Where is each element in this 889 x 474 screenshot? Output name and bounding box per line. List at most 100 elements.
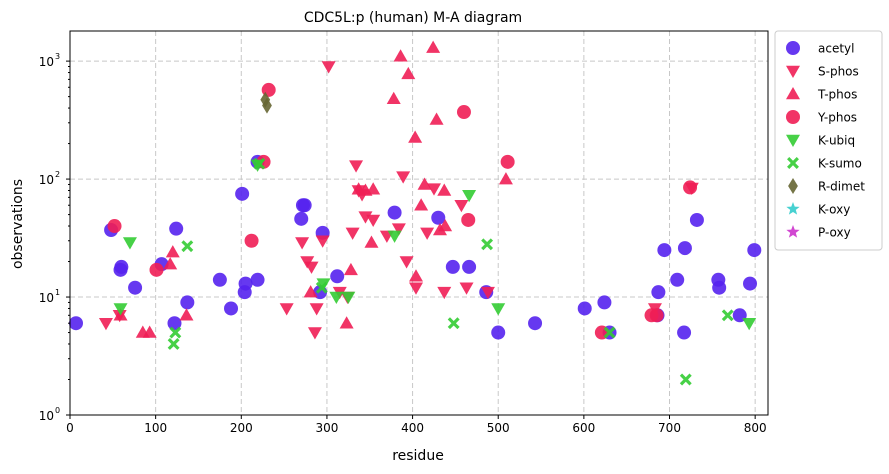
- data-point: [417, 177, 432, 190]
- data-point: [500, 154, 515, 169]
- data-point: [304, 261, 319, 274]
- data-point: [235, 186, 250, 201]
- data-point: [364, 235, 379, 248]
- data-point: [366, 214, 381, 227]
- data-point: [721, 309, 734, 322]
- x-axis-label: residue: [392, 448, 444, 464]
- data-point: [657, 243, 672, 258]
- data-point: [224, 301, 239, 316]
- data-point: [294, 211, 309, 226]
- data-point: [122, 237, 137, 250]
- data-point: [679, 373, 692, 386]
- data-point: [303, 285, 318, 298]
- data-point: [399, 256, 414, 269]
- data-point: [238, 276, 253, 291]
- legend-marker: [786, 110, 800, 124]
- data-point: [343, 262, 358, 276]
- series-t-phos: [113, 40, 513, 338]
- data-point: [743, 276, 758, 291]
- data-point: [393, 49, 408, 62]
- data-point: [396, 171, 411, 184]
- data-points: [68, 40, 762, 386]
- data-point: [212, 272, 227, 287]
- data-point: [456, 105, 471, 120]
- data-point: [742, 317, 757, 331]
- data-point: [163, 257, 178, 270]
- data-point: [98, 317, 113, 331]
- data-point: [113, 303, 128, 316]
- data-point: [408, 130, 423, 143]
- data-point: [339, 316, 354, 329]
- data-point: [689, 212, 704, 227]
- data-point: [445, 259, 460, 274]
- legend-label: S-phos: [818, 65, 859, 79]
- data-point: [409, 282, 424, 295]
- y-tick-exponent: 3: [55, 52, 60, 61]
- data-point: [426, 183, 441, 196]
- data-point: [179, 308, 194, 321]
- legend-label: K-ubiq: [818, 134, 855, 148]
- data-point: [491, 303, 506, 316]
- data-point: [165, 245, 180, 258]
- data-point: [181, 240, 194, 253]
- data-point: [307, 327, 322, 340]
- data-point: [461, 212, 476, 227]
- data-point: [677, 325, 692, 340]
- data-point: [747, 243, 762, 258]
- x-tick-label: 700: [658, 421, 681, 435]
- x-tick-label: 400: [401, 421, 424, 435]
- legend-label: R-dimet: [818, 180, 865, 194]
- legend-marker: [786, 225, 800, 238]
- data-point: [597, 295, 612, 310]
- x-tick-label: 0: [66, 421, 74, 435]
- data-point: [420, 227, 435, 240]
- data-point: [262, 97, 272, 114]
- y-tick-label: 10: [39, 291, 54, 305]
- data-point: [462, 189, 477, 203]
- data-point: [480, 286, 495, 300]
- y-tick-label: 10: [39, 55, 54, 69]
- legend-label: K-oxy: [818, 203, 850, 217]
- legend-marker: [786, 65, 800, 78]
- data-point: [603, 326, 616, 339]
- data-point: [387, 230, 402, 243]
- data-point: [649, 308, 664, 323]
- data-point: [712, 280, 727, 295]
- data-point: [169, 221, 184, 236]
- x-tick-label: 500: [487, 421, 510, 435]
- data-point: [391, 223, 406, 236]
- data-point: [341, 291, 356, 305]
- data-point: [577, 301, 592, 316]
- y-tick-label: 10: [39, 173, 54, 187]
- data-point: [491, 325, 506, 340]
- data-point: [279, 303, 294, 316]
- y-tick-exponent: 0: [55, 406, 60, 415]
- legend-marker: [787, 157, 799, 169]
- data-point: [68, 316, 83, 331]
- data-point: [387, 205, 402, 220]
- legend-marker: [788, 177, 798, 195]
- y-tick-label: 10: [39, 409, 54, 423]
- data-point: [330, 269, 345, 284]
- data-point: [386, 91, 401, 104]
- series-r-dimet: [260, 91, 272, 114]
- x-tick-label: 600: [572, 421, 595, 435]
- data-point: [481, 238, 494, 251]
- legend: acetyl S-phos T-phos Y-phos K-ubiq K-sumo R-di…: [774, 30, 883, 251]
- legend-label: K-sumo: [818, 157, 862, 171]
- data-point: [447, 317, 460, 330]
- legend-label: P-oxy: [818, 226, 851, 240]
- data-point: [180, 295, 195, 310]
- data-point: [315, 281, 328, 294]
- data-point: [462, 259, 477, 274]
- data-point: [409, 269, 424, 282]
- legend-marker: [786, 202, 800, 215]
- data-point: [142, 325, 157, 338]
- legend-label: Y-phos: [817, 111, 857, 125]
- chart-title: CDC5L:p (human) M-A diagram: [304, 10, 522, 26]
- data-point: [414, 198, 429, 211]
- series-k-sumo: [167, 157, 734, 386]
- data-point: [454, 199, 469, 213]
- data-point: [167, 338, 180, 350]
- legend-marker: [786, 41, 800, 55]
